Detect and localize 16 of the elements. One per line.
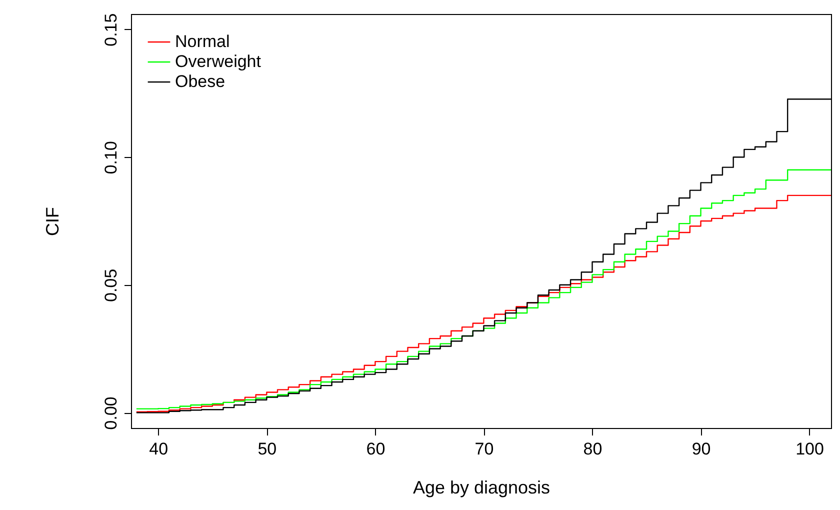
x-tick-label: 50 (258, 440, 277, 458)
y-axis-title: CIF (42, 207, 62, 236)
x-tick-label: 100 (796, 440, 824, 458)
x-tick-label: 70 (474, 440, 494, 458)
legend-label: Normal (175, 32, 230, 51)
legend-label: Obese (175, 72, 226, 91)
x-tick-label: 40 (149, 440, 168, 458)
x-axis-title: Age by diagnosis (412, 478, 550, 498)
x-tick-label: 90 (692, 440, 711, 458)
legend-label: Overweight (175, 52, 262, 71)
y-tick-label: 0.10 (102, 141, 120, 174)
y-tick-label: 0.05 (102, 268, 120, 302)
x-tick-label: 80 (583, 440, 602, 458)
x-tick-label: 60 (366, 440, 386, 458)
y-tick-label: 0.00 (102, 396, 120, 430)
y-tick-label: 0.15 (102, 13, 120, 46)
